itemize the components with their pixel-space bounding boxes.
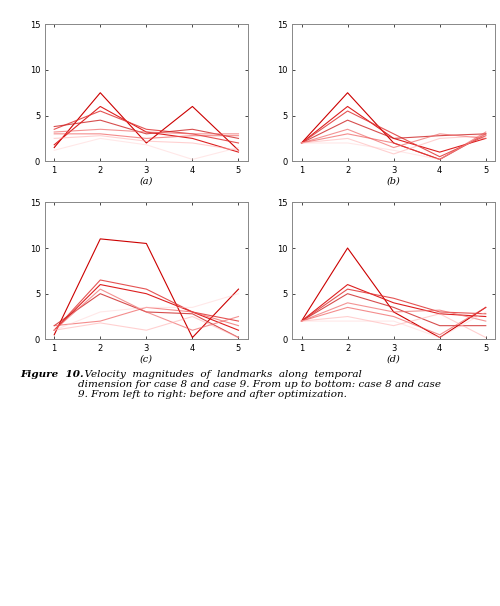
X-axis label: (b): (b) xyxy=(387,176,400,185)
X-axis label: (a): (a) xyxy=(140,176,153,185)
Text: Figure  10.: Figure 10. xyxy=(20,370,84,379)
X-axis label: (d): (d) xyxy=(387,355,400,364)
Text: Velocity  magnitudes  of  landmarks  along  temporal
dimension for case 8 and ca: Velocity magnitudes of landmarks along t… xyxy=(78,370,440,399)
X-axis label: (c): (c) xyxy=(140,355,153,364)
